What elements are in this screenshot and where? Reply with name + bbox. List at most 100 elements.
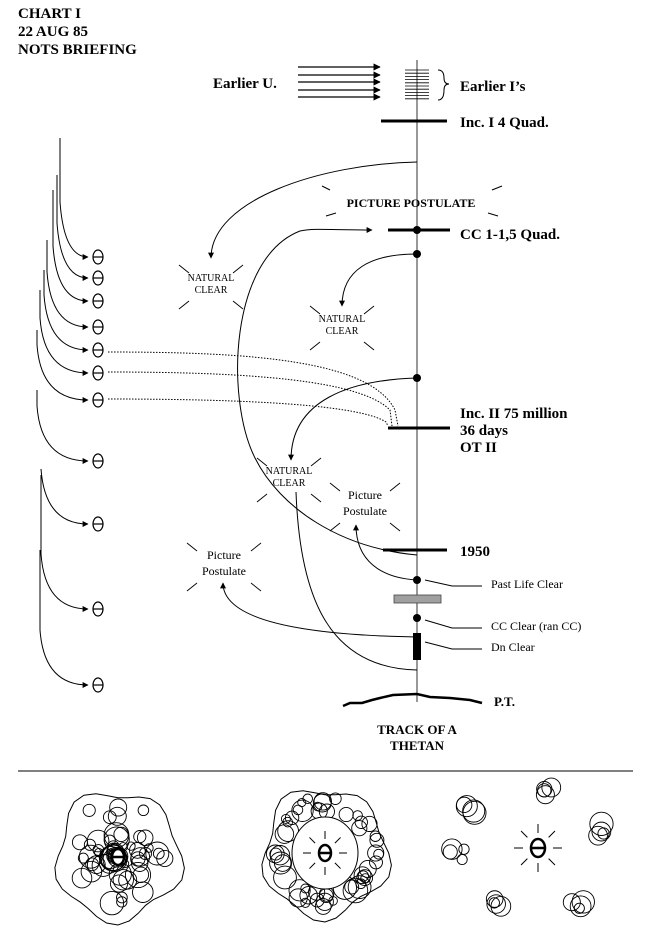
dotted-line-2 — [107, 371, 393, 427]
mass-circle — [347, 875, 372, 899]
mass-circle — [486, 894, 506, 914]
ray-mark — [334, 837, 341, 844]
grey-bar — [393, 594, 442, 604]
mass-circle — [71, 834, 88, 851]
burst-mark — [363, 305, 375, 315]
mass-circle — [82, 803, 96, 817]
burst-mark — [389, 522, 401, 532]
mass-circle — [273, 865, 297, 890]
dot — [413, 250, 421, 258]
mass-circle — [353, 866, 372, 885]
thetan-curve-arrow — [56, 175, 89, 281]
track-label-line2: THETAN — [390, 738, 445, 753]
mass-circle — [562, 893, 581, 912]
burst-mark — [389, 482, 401, 492]
burst-mark — [256, 493, 268, 503]
inc2-label-line1: Inc. II 75 million — [460, 406, 568, 422]
mass-circle — [352, 810, 363, 821]
mass-circle — [132, 866, 150, 883]
earlier-is-label: Earlier I’s — [460, 79, 526, 95]
track-label-line1: TRACK OF A — [377, 722, 457, 737]
burst-mark — [363, 341, 375, 351]
ray-mark — [520, 858, 528, 866]
burst-mark — [232, 264, 244, 274]
mass-circle — [591, 821, 612, 842]
ray-mark — [334, 862, 341, 869]
mass-circle — [299, 886, 318, 905]
past-life-to-picture-arrow — [353, 524, 418, 581]
mass-circle — [369, 830, 382, 842]
leader-line — [424, 579, 482, 587]
mass-circle — [145, 841, 170, 866]
picture-postulate-right-line2: Postulate — [343, 504, 387, 518]
thetan-curve-arrow — [36, 330, 89, 403]
mass-circle — [455, 795, 478, 818]
inc1-label: Inc. I 4 Quad. — [460, 115, 549, 131]
natural-clear-2-line1: NATURAL — [319, 314, 366, 325]
mass-circle — [94, 847, 104, 858]
mass-circle — [138, 846, 153, 861]
mass-circle — [569, 895, 592, 918]
thetan-curve-arrow — [39, 550, 89, 688]
earlier-u-arrows — [298, 63, 381, 101]
left-thetan-curves — [36, 138, 104, 693]
picture-postulate-top-label: PICTURE POSTULATE — [347, 196, 476, 210]
mass-circle — [113, 826, 129, 843]
thetan-curve-arrow — [40, 468, 89, 527]
mass-circle — [83, 838, 96, 851]
mass-circle — [351, 820, 368, 837]
mass-circle — [588, 825, 608, 846]
ray-mark — [309, 837, 316, 844]
burst-mark — [329, 522, 341, 532]
burst-mark — [309, 341, 321, 351]
dotted-line-3 — [107, 398, 389, 427]
mass-circle — [535, 785, 555, 805]
picture-postulate-right-line1: Picture — [348, 488, 382, 502]
picture-postulate-left-line1: Picture — [207, 548, 241, 562]
mass-circle — [361, 815, 378, 832]
mass-boundary — [54, 793, 185, 926]
mass-circle — [456, 853, 468, 865]
burst-mark — [186, 582, 198, 592]
thetan-curve-arrow — [40, 475, 89, 612]
present-time-ground — [342, 692, 483, 708]
cc-clear-dot — [413, 614, 421, 622]
burst-mark — [250, 582, 262, 592]
cc-dot — [413, 226, 421, 234]
thetan-curve-arrow — [52, 190, 89, 304]
mass-circle — [300, 897, 311, 908]
mass-circle — [77, 852, 89, 864]
mass-circle — [571, 890, 595, 914]
dn-clear-bar — [413, 633, 421, 660]
natural-clear-3-line2: CLEAR — [273, 478, 306, 489]
mass-circle — [107, 806, 127, 826]
thetan-curve-arrow — [39, 290, 89, 376]
natural-clear-2-line2: CLEAR — [326, 326, 359, 337]
mass-circle — [490, 895, 512, 917]
burst-mark — [329, 482, 341, 492]
dn-clear-to-picture-arrow — [220, 582, 418, 638]
thetan-curve-arrow — [46, 240, 89, 330]
mass-circle — [144, 843, 154, 853]
mass-circle — [541, 777, 562, 798]
earlier-u-label: Earlier U. — [213, 76, 277, 92]
leader-line — [424, 619, 482, 629]
burst-mark — [325, 212, 337, 217]
mass-circle — [109, 874, 129, 893]
mass-circle — [102, 810, 117, 825]
mass-circle — [589, 811, 614, 836]
inc2-to-natural-clear-arrow — [288, 377, 418, 461]
bottom-thetan-illustrations — [54, 777, 614, 926]
burst-mark — [321, 185, 331, 191]
mass-circle — [312, 801, 323, 812]
mass-circle — [462, 799, 486, 823]
mass-circle — [130, 847, 151, 867]
ray-mark — [309, 862, 316, 869]
cc-to-natural-clear-arrow — [339, 253, 418, 307]
chart-date: 22 AUG 85 — [18, 24, 88, 40]
cc-clear-label: CC Clear (ran CC) — [491, 619, 581, 633]
mass-circle — [269, 851, 293, 875]
mass-circle — [573, 902, 585, 914]
burst-mark — [310, 457, 322, 467]
